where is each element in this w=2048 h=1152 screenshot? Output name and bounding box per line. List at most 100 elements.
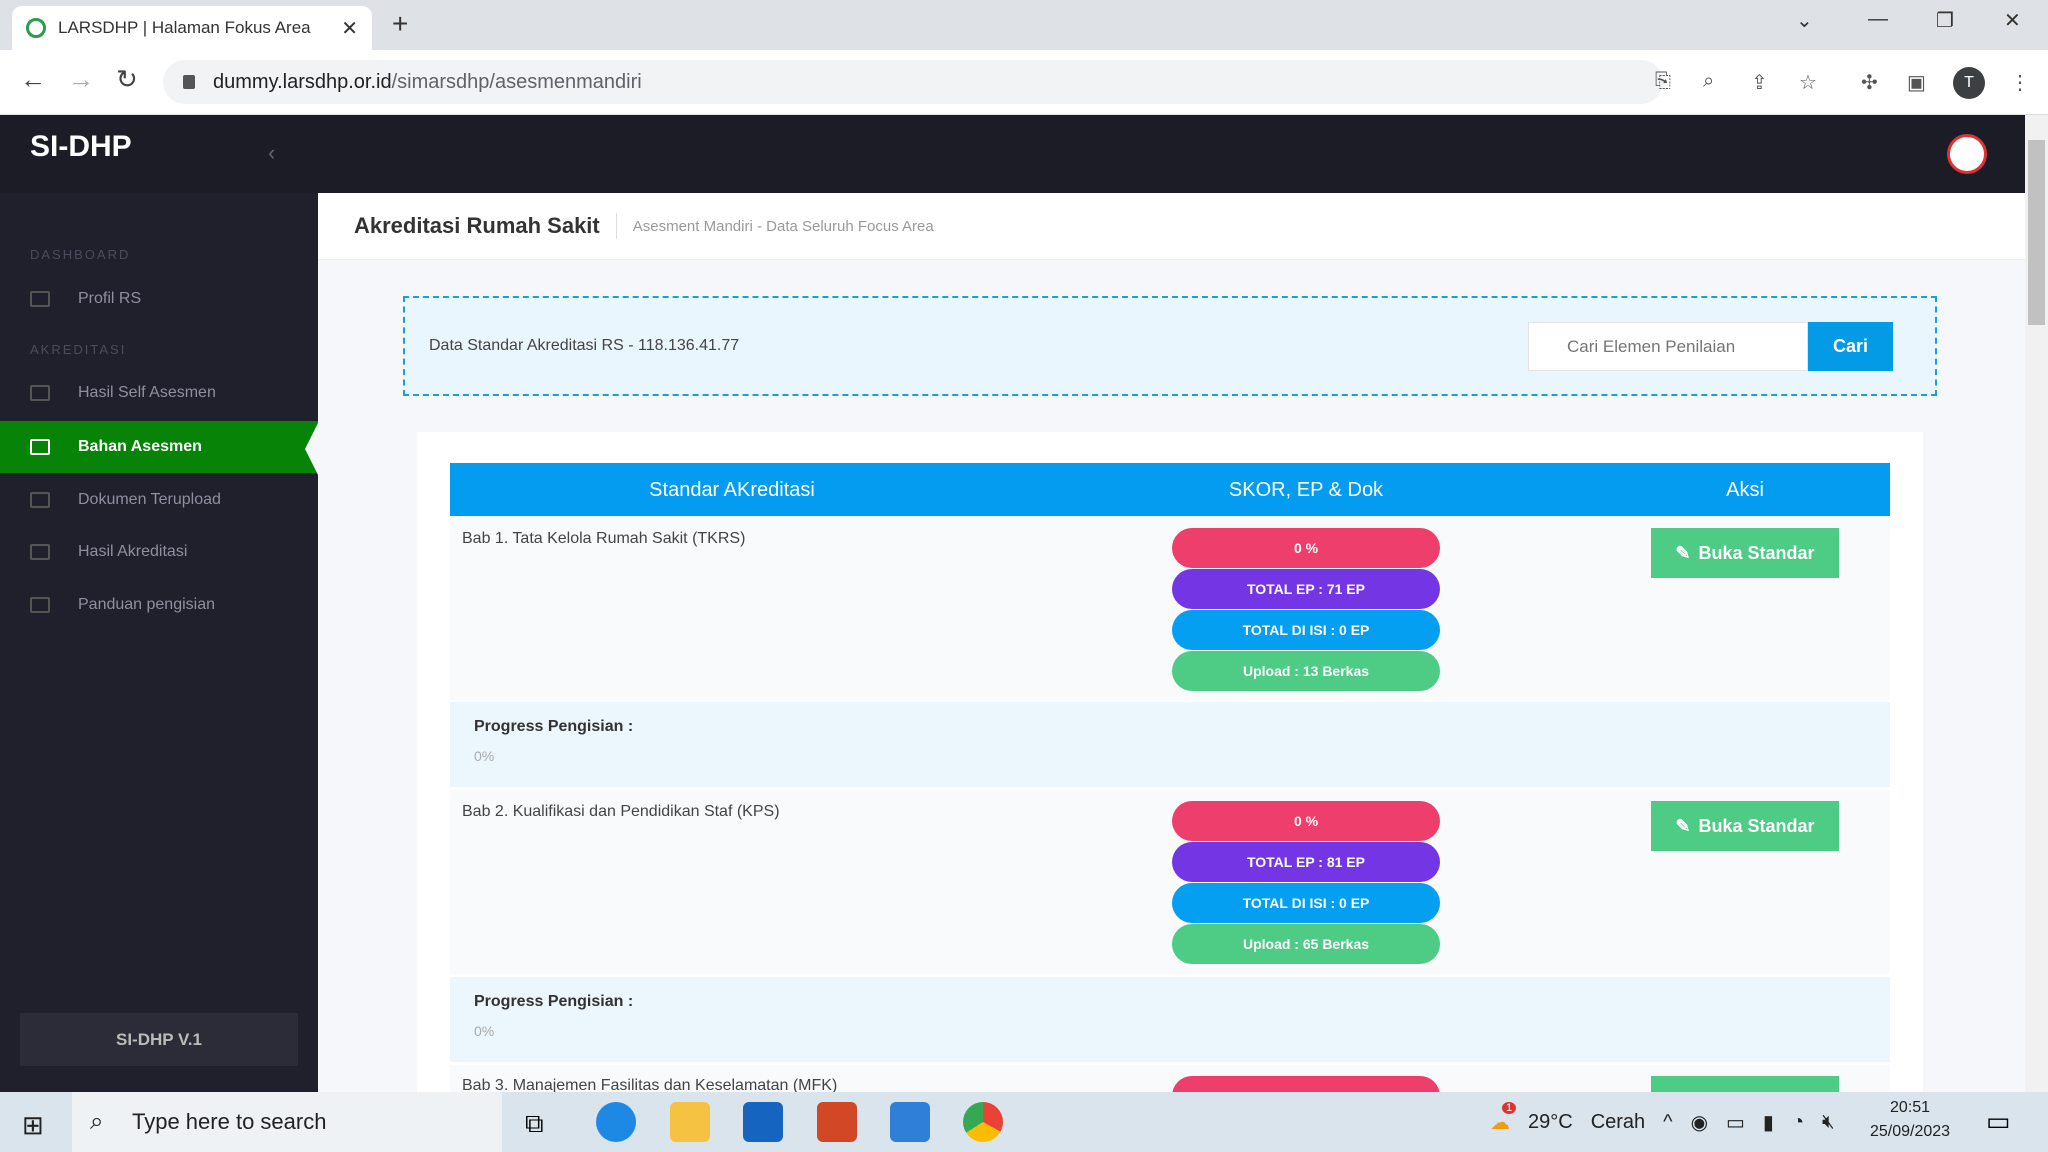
breadcrumb: Asesment Mandiri - Data Seluruh Focus Ar…: [633, 218, 934, 235]
sidebar-item-label: Profil RS: [78, 290, 142, 307]
clock[interactable]: 20:51 25/09/2023: [1870, 1096, 1950, 1144]
total-ep-badge: TOTAL EP : 71 EP: [1172, 569, 1440, 609]
search-button[interactable]: Cari: [1808, 322, 1893, 371]
url-host: dummy.larsdhp.or.id: [213, 70, 392, 93]
new-tab-button[interactable]: +: [392, 8, 409, 39]
total-diisi-badge: TOTAL DI ISI : 0 EP: [1172, 610, 1440, 650]
notifications-icon[interactable]: ▭: [1986, 1106, 2011, 1136]
total-ep-badge: TOTAL EP : 81 EP: [1172, 842, 1440, 882]
edge-icon[interactable]: [596, 1102, 636, 1142]
sidebar-item-bahan-asesmen[interactable]: Bahan Asesmen: [0, 421, 318, 473]
version-button[interactable]: SI-DHP V.1: [20, 1013, 298, 1066]
windows-start-icon[interactable]: ⊞: [22, 1110, 44, 1140]
close-window-button[interactable]: ✕: [2004, 10, 2021, 32]
brand-logo[interactable]: SI-DHP: [30, 130, 132, 163]
translate-icon[interactable]: ⎘: [1655, 70, 1671, 92]
standard-name: Bab 2. Kualifikasi dan Pendidikan Staf (…: [462, 803, 780, 820]
scrollbar-thumb[interactable]: [2028, 140, 2045, 325]
chrome-icon[interactable]: [963, 1102, 1003, 1142]
sidebar-section-dashboard: DASHBOARD: [30, 247, 131, 262]
active-indicator: [305, 423, 318, 475]
minimize-button[interactable]: —: [1868, 8, 1888, 30]
page-title: Akreditasi Rumah Sakit: [354, 213, 617, 239]
show-hidden-icons-icon[interactable]: ^: [1663, 1110, 1673, 1133]
weather-icon[interactable]: ☁ 1: [1490, 1101, 1517, 1135]
sidebar-item-hasil-akreditasi[interactable]: Hasil Akreditasi: [0, 526, 318, 578]
bookmark-star-icon[interactable]: ☆: [1799, 72, 1817, 94]
volume-muted-icon[interactable]: 🔇︎: [1822, 1110, 1835, 1133]
breadcrumb-item[interactable]: Asesment Mandiri: [632, 217, 753, 235]
column-header: Standar AKreditasi: [649, 479, 815, 501]
powerpoint-icon[interactable]: [817, 1102, 857, 1142]
file-explorer-icon[interactable]: [670, 1102, 710, 1142]
battery-icon[interactable]: ▮: [1762, 1111, 1774, 1134]
reload-icon[interactable]: ↻: [116, 64, 138, 94]
sidebar-item-dokumen-terupload[interactable]: Dokumen Terupload: [0, 474, 318, 526]
task-view-icon[interactable]: ⧉: [525, 1108, 544, 1138]
restore-button[interactable]: ❐: [1936, 10, 1954, 32]
edit-icon: ✎: [1675, 542, 1691, 563]
button-label: Buka Standar: [1698, 815, 1815, 836]
sidebar-item-panduan-pengisian[interactable]: Panduan pengisian: [0, 579, 318, 631]
sidebar-section-akreditasi: AKREDITASI: [30, 342, 127, 357]
open-standard-button[interactable]: [1651, 1076, 1839, 1096]
column-header: SKOR, EP & Dok: [1228, 479, 1384, 501]
collapse-sidebar-icon[interactable]: ‹: [268, 140, 276, 165]
button-label: Buka Standar: [1698, 542, 1815, 563]
photos-icon[interactable]: [890, 1102, 930, 1142]
date: 25/09/2023: [1870, 1123, 1951, 1140]
sidebar-item-label: Bahan Asesmen: [78, 438, 202, 455]
sidebar-item-hasil-self-asesmen[interactable]: Hasil Self Asesmen: [0, 367, 318, 419]
table-row: [450, 516, 1890, 700]
progress-value: 0%: [474, 748, 495, 764]
weather-text[interactable]: Cerah: [1590, 1110, 1646, 1133]
table-row: [450, 790, 1890, 974]
table-row: [450, 1065, 1890, 1095]
search-icon: ⌕: [90, 1108, 104, 1135]
total-diisi-badge: TOTAL DI ISI : 0 EP: [1172, 883, 1440, 923]
upload-badge: Upload : 65 Berkas: [1172, 924, 1440, 964]
id-card-icon: [30, 291, 50, 307]
profile-avatar[interactable]: T: [1953, 67, 1985, 99]
page-scrollbar[interactable]: [2025, 115, 2048, 1092]
browser-tab[interactable]: LARSDHP | Halaman Fokus Area ✕: [12, 6, 372, 50]
camera-icon[interactable]: ▭: [1726, 1111, 1745, 1134]
open-standard-button[interactable]: ✎ Buka Standar: [1651, 801, 1839, 851]
back-icon[interactable]: ←: [20, 64, 46, 94]
window-icon: [30, 492, 50, 508]
zoom-icon[interactable]: ⌕: [1703, 70, 1715, 92]
extensions-icon[interactable]: ✣: [1861, 72, 1878, 94]
notification-badge: 1: [1502, 1101, 1517, 1114]
menu-icon[interactable]: ⋮: [2010, 72, 2030, 94]
open-standard-button[interactable]: ✎ Buka Standar: [1651, 528, 1839, 578]
record-icon[interactable]: ◉: [1690, 1111, 1709, 1134]
share-icon[interactable]: ⇪: [1751, 72, 1768, 94]
standard-name: Bab 3. Manajemen Fasilitas dan Keselamat…: [462, 1077, 838, 1094]
book-icon: [30, 597, 50, 613]
taskbar-search[interactable]: ⌕ Type here to search: [72, 1092, 502, 1152]
window-icon: [30, 385, 50, 401]
sidebar-item-label: Hasil Self Asesmen: [78, 384, 216, 401]
sidebar: [0, 193, 318, 1092]
address-bar[interactable]: dummy.larsdhp.or.id/simarsdhp/asesmenman…: [163, 60, 1663, 104]
wifi-icon[interactable]: ◔: [1791, 1110, 1805, 1133]
sidebar-item-label: Dokumen Terupload: [78, 491, 221, 508]
search-input[interactable]: [1528, 322, 1808, 371]
edit-icon: ✎: [1675, 815, 1691, 836]
close-tab-icon[interactable]: ✕: [341, 17, 358, 40]
mail-icon[interactable]: [743, 1102, 783, 1142]
sidebar-item-profil-rs[interactable]: Profil RS: [0, 273, 318, 325]
tab-title: LARSDHP | Halaman Fokus Area: [58, 18, 311, 37]
breadcrumb-separator: -: [756, 217, 762, 235]
weather-temp[interactable]: 29°C: [1528, 1110, 1573, 1133]
progress-row: Progress Pengisian : 0%: [450, 702, 1890, 787]
breadcrumb-item: Data Seluruh Focus Area: [766, 217, 934, 235]
taskbar-search-placeholder: Type here to search: [132, 1109, 327, 1134]
tab-search-icon[interactable]: ⌄: [1796, 10, 1813, 32]
file-icon: [30, 544, 50, 560]
site-favicon-icon: [26, 18, 46, 38]
side-panel-icon[interactable]: ▣: [1907, 72, 1926, 94]
user-logo-avatar[interactable]: [1947, 134, 1987, 174]
forward-icon[interactable]: →: [68, 64, 94, 94]
column-header: Aksi: [1726, 479, 1764, 501]
